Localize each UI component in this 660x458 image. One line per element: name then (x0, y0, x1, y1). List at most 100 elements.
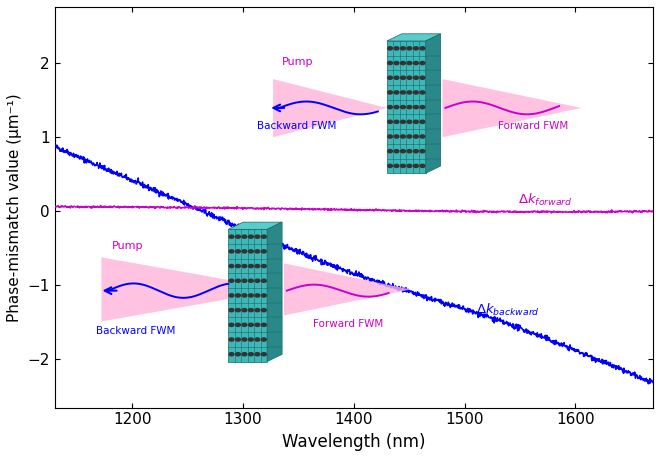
Text: $\Delta k_{\mathregular{backward}}$: $\Delta k_{\mathregular{backward}}$ (476, 301, 539, 317)
Polygon shape (228, 229, 267, 361)
Circle shape (261, 279, 266, 282)
Circle shape (261, 264, 266, 267)
Circle shape (261, 353, 266, 356)
Circle shape (414, 91, 418, 94)
Circle shape (387, 135, 393, 138)
Text: $\Delta k_{\mathregular{forward}}$: $\Delta k_{\mathregular{forward}}$ (518, 191, 572, 207)
Circle shape (249, 235, 253, 238)
Circle shape (387, 164, 393, 168)
Circle shape (236, 250, 240, 253)
Circle shape (420, 150, 425, 153)
Circle shape (407, 164, 412, 168)
Text: Pump: Pump (282, 57, 314, 67)
Circle shape (236, 323, 240, 327)
Circle shape (229, 353, 234, 356)
Polygon shape (387, 41, 426, 173)
Circle shape (249, 279, 253, 282)
Circle shape (394, 164, 399, 168)
Circle shape (407, 105, 412, 109)
Circle shape (387, 61, 393, 65)
Circle shape (420, 47, 425, 50)
Circle shape (387, 76, 393, 79)
Circle shape (401, 47, 405, 50)
Circle shape (414, 76, 418, 79)
Circle shape (414, 135, 418, 138)
Text: Forward FWM: Forward FWM (313, 320, 383, 329)
Circle shape (394, 47, 399, 50)
Circle shape (229, 250, 234, 253)
Circle shape (236, 353, 240, 356)
Circle shape (242, 250, 247, 253)
Circle shape (236, 264, 240, 267)
Circle shape (261, 250, 266, 253)
Circle shape (249, 323, 253, 327)
Circle shape (407, 61, 412, 65)
Circle shape (394, 105, 399, 109)
Circle shape (387, 150, 393, 153)
Circle shape (407, 91, 412, 94)
Circle shape (401, 76, 405, 79)
Circle shape (229, 264, 234, 267)
Polygon shape (228, 222, 282, 229)
Circle shape (387, 105, 393, 109)
Circle shape (242, 353, 247, 356)
Circle shape (242, 323, 247, 327)
Circle shape (420, 76, 425, 79)
Circle shape (249, 353, 253, 356)
Circle shape (401, 105, 405, 109)
Circle shape (394, 61, 399, 65)
Text: Forward FWM: Forward FWM (498, 121, 568, 131)
Circle shape (229, 309, 234, 312)
Circle shape (407, 120, 412, 123)
Circle shape (229, 235, 234, 238)
Circle shape (420, 164, 425, 168)
Circle shape (255, 323, 260, 327)
Circle shape (261, 338, 266, 341)
Circle shape (407, 135, 412, 138)
Circle shape (255, 235, 260, 238)
Text: Backward FWM: Backward FWM (257, 121, 337, 131)
Polygon shape (267, 222, 282, 361)
Circle shape (236, 279, 240, 282)
Circle shape (229, 294, 234, 297)
Circle shape (401, 164, 405, 168)
Circle shape (414, 150, 418, 153)
Polygon shape (102, 257, 282, 322)
Circle shape (255, 309, 260, 312)
Circle shape (249, 250, 253, 253)
Circle shape (242, 264, 247, 267)
Circle shape (394, 150, 399, 153)
Circle shape (401, 150, 405, 153)
Circle shape (414, 47, 418, 50)
Circle shape (255, 338, 260, 341)
Polygon shape (284, 263, 411, 316)
Circle shape (420, 105, 425, 109)
Circle shape (394, 91, 399, 94)
Circle shape (401, 91, 405, 94)
Circle shape (420, 135, 425, 138)
Circle shape (387, 47, 393, 50)
Polygon shape (387, 34, 441, 41)
Circle shape (229, 338, 234, 341)
Circle shape (394, 135, 399, 138)
Circle shape (236, 338, 240, 341)
Circle shape (255, 353, 260, 356)
Circle shape (249, 294, 253, 297)
Circle shape (242, 279, 247, 282)
Circle shape (420, 61, 425, 65)
Circle shape (420, 120, 425, 123)
Polygon shape (442, 79, 581, 137)
Circle shape (242, 338, 247, 341)
Circle shape (229, 323, 234, 327)
Text: Pump: Pump (112, 241, 143, 251)
Circle shape (401, 61, 405, 65)
Circle shape (255, 294, 260, 297)
Circle shape (249, 338, 253, 341)
Circle shape (261, 323, 266, 327)
Circle shape (261, 294, 266, 297)
Circle shape (414, 61, 418, 65)
Circle shape (387, 120, 393, 123)
Circle shape (236, 309, 240, 312)
Circle shape (242, 294, 247, 297)
Circle shape (249, 264, 253, 267)
